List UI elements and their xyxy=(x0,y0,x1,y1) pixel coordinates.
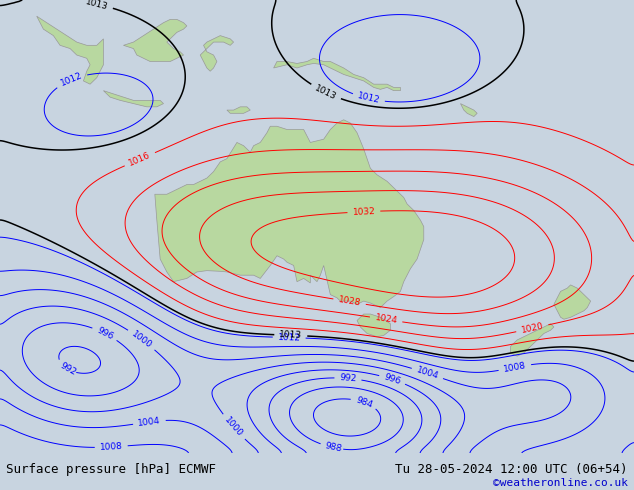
Text: 1000: 1000 xyxy=(223,416,245,439)
Text: 1020: 1020 xyxy=(520,321,545,335)
Polygon shape xyxy=(155,120,424,308)
Text: 1032: 1032 xyxy=(353,207,375,217)
Text: 1008: 1008 xyxy=(100,442,123,452)
Text: 1012: 1012 xyxy=(278,333,301,343)
Polygon shape xyxy=(103,91,164,107)
Text: 1013: 1013 xyxy=(279,330,302,340)
Polygon shape xyxy=(124,20,187,62)
Text: 1008: 1008 xyxy=(503,361,527,374)
Text: 1004: 1004 xyxy=(138,416,161,428)
Polygon shape xyxy=(37,16,103,84)
Text: 996: 996 xyxy=(95,325,115,342)
Text: 1013: 1013 xyxy=(313,83,338,101)
Text: 992: 992 xyxy=(59,361,78,378)
Polygon shape xyxy=(227,107,250,113)
Polygon shape xyxy=(274,58,401,91)
Polygon shape xyxy=(460,103,477,117)
Text: 1013: 1013 xyxy=(85,0,109,11)
Text: ©weatheronline.co.uk: ©weatheronline.co.uk xyxy=(493,478,628,488)
Text: 1004: 1004 xyxy=(415,366,440,381)
Polygon shape xyxy=(357,314,391,337)
Text: 1012: 1012 xyxy=(356,92,381,105)
Text: 988: 988 xyxy=(325,441,343,454)
Text: 1016: 1016 xyxy=(127,150,152,168)
Text: 992: 992 xyxy=(339,373,357,384)
Text: 1024: 1024 xyxy=(374,313,398,326)
Text: Surface pressure [hPa] ECMWF: Surface pressure [hPa] ECMWF xyxy=(6,463,216,476)
Text: 1012: 1012 xyxy=(59,71,84,88)
Text: 996: 996 xyxy=(383,372,402,386)
Polygon shape xyxy=(200,36,233,71)
Text: 984: 984 xyxy=(354,395,373,410)
Text: 1028: 1028 xyxy=(337,295,361,308)
Text: 1000: 1000 xyxy=(130,329,153,350)
Polygon shape xyxy=(510,324,554,356)
Text: Tu 28-05-2024 12:00 UTC (06+54): Tu 28-05-2024 12:00 UTC (06+54) xyxy=(395,463,628,476)
Polygon shape xyxy=(554,285,591,319)
